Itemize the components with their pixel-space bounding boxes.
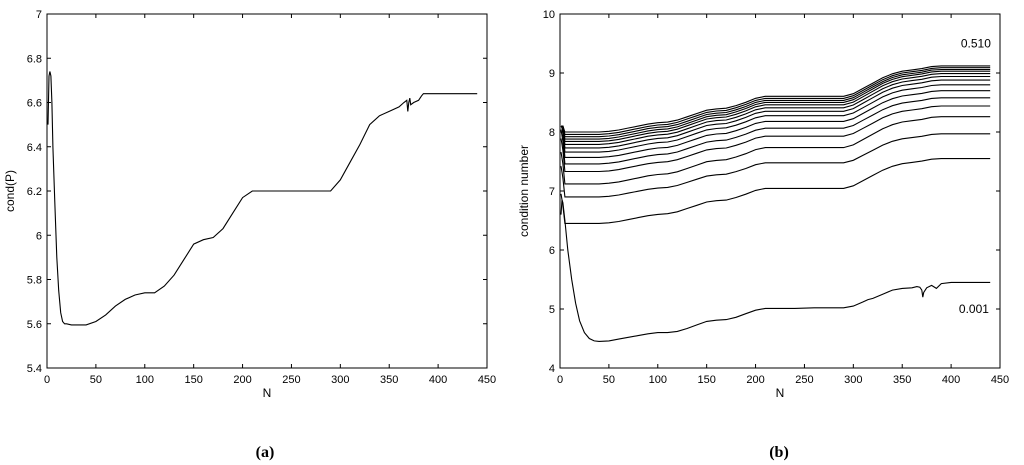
x-tick-label: 50 [90, 374, 102, 386]
data-line-level-4 [560, 105, 991, 173]
x-axis-label: N [263, 386, 272, 400]
y-tick-label: 6.4 [27, 142, 42, 154]
x-tick-label: 0 [557, 374, 563, 386]
x-tick-label: 150 [697, 374, 715, 386]
y-tick-label: 5.6 [27, 319, 42, 331]
panel-caption: (a) [256, 444, 275, 461]
data-line-level-9 [561, 75, 991, 145]
y-tick-label: 4 [549, 363, 555, 375]
x-tick-label: 200 [233, 374, 251, 386]
annotation-bottom-label: 0.001 [959, 302, 989, 316]
y-tick-label: 9 [549, 68, 555, 80]
panel-caption: (b) [769, 444, 789, 461]
data-line-level-14 [561, 65, 991, 133]
x-tick-label: 100 [649, 374, 667, 386]
data-line-level-10 [561, 73, 991, 142]
x-tick-label: 100 [136, 374, 154, 386]
data-line-0 [47, 71, 478, 326]
x-tick-label: 300 [331, 374, 349, 386]
x-tick-label: 250 [282, 374, 300, 386]
data-line-level-13 [561, 67, 991, 135]
data-line-level-7 [561, 84, 991, 153]
y-tick-label: 6.6 [27, 98, 42, 110]
y-axis-label: cond(P) [3, 170, 17, 212]
x-tick-label: 350 [380, 374, 398, 386]
x-tick-label: 50 [603, 374, 615, 386]
x-tick-label: 300 [844, 374, 862, 386]
x-tick-label: 200 [746, 374, 764, 386]
plot-frame [559, 13, 1001, 369]
y-tick-label: 7 [549, 186, 555, 198]
y-tick-label: 5.8 [27, 275, 42, 287]
y-tick-label: 6 [36, 230, 42, 242]
annotation-top-label: 0.510 [961, 37, 991, 51]
x-tick-label: 400 [942, 374, 960, 386]
x-tick-label: 0 [44, 374, 50, 386]
x-tick-label: 150 [184, 374, 202, 386]
y-tick-label: 6.8 [27, 53, 42, 65]
y-tick-label: 6 [549, 245, 555, 257]
y-tick-label: 8 [549, 127, 555, 139]
x-tick-label: 250 [795, 374, 813, 386]
chart-panel-a: 0 50 100 150 200 250 300 350 400 450 5.4 5.6 5.8 6 6.2… [3, 9, 496, 461]
data-line-level-12 [561, 68, 991, 138]
data-line-level-6 [560, 90, 991, 158]
chart-panel-b: 0 50 100 150 200 250 300 350 400 450 4 5 6 7 8 9 10 Ncond… [517, 9, 1009, 461]
y-tick-label: 7 [36, 9, 42, 21]
y-axis-label: condition number [517, 145, 531, 237]
data-line-level-5 [560, 97, 991, 165]
data-line-level-3 [560, 116, 991, 185]
data-line-level-8 [561, 79, 991, 149]
y-tick-label: 5 [549, 304, 555, 316]
x-tick-label: 450 [478, 374, 496, 386]
data-line-level-11 [561, 70, 991, 140]
x-tick-label: 400 [429, 374, 447, 386]
data-line-bottom [560, 199, 991, 342]
y-tick-label: 10 [543, 9, 555, 21]
x-axis-label: N [776, 386, 785, 400]
x-tick-label: 350 [893, 374, 911, 386]
x-tick-label: 450 [991, 374, 1009, 386]
y-tick-label: 5.4 [27, 363, 42, 375]
y-tick-label: 6.2 [27, 186, 42, 198]
data-line-level-2 [560, 133, 991, 198]
data-line-level-1 [560, 158, 991, 224]
